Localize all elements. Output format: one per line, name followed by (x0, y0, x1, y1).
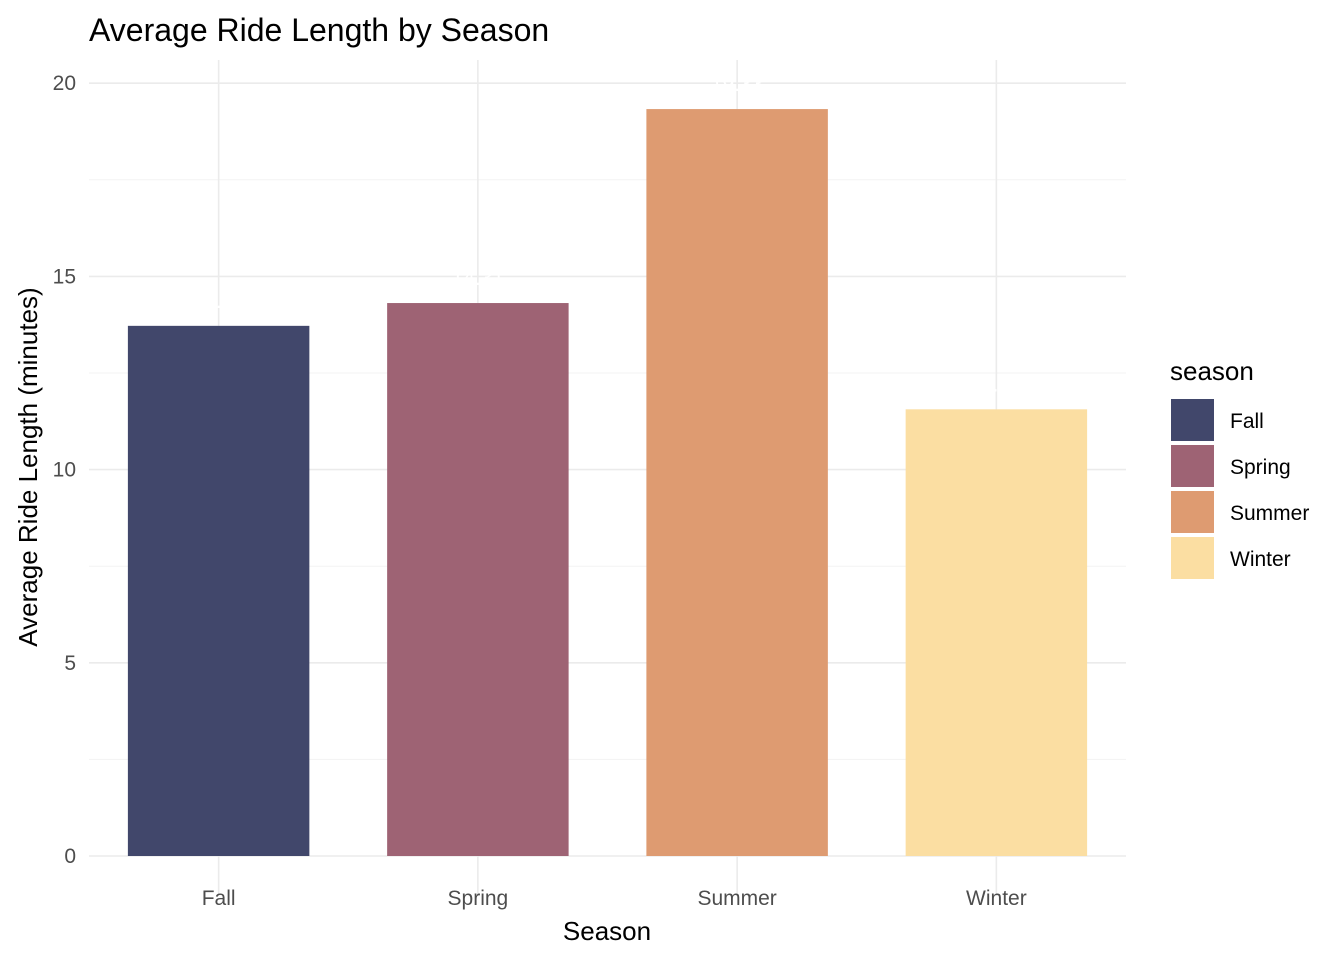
y-tick-label: 20 (53, 72, 76, 95)
x-tick-label: Fall (202, 887, 236, 910)
legend-label: Spring (1230, 456, 1291, 479)
x-tick-label: Winter (966, 887, 1027, 910)
legend-label: Summer (1230, 502, 1309, 525)
legend-swatch-fall (1171, 399, 1214, 441)
x-axis-title: Season (563, 916, 651, 946)
bar-summer (646, 109, 828, 856)
bar-fall (127, 325, 310, 857)
x-tick-label: Spring (448, 887, 509, 910)
y-tick-label: 15 (53, 265, 76, 288)
bar-spring (387, 303, 569, 856)
legend: season Fall Spring Summer Winter (1170, 356, 1309, 579)
data-label: 14.31 (452, 267, 505, 290)
data-label: 11.56 (971, 373, 1022, 396)
legend-title: season (1170, 356, 1254, 386)
data-labels: 13.72 14.31 19.33 11.56 (192, 73, 1022, 396)
bar-winter (905, 409, 1088, 856)
chart-title: Average Ride Length by Season (89, 12, 549, 48)
data-label: 13.72 (192, 290, 245, 313)
x-axis-ticks: Fall Spring Summer Winter (202, 887, 1027, 910)
legend-label: Fall (1230, 410, 1264, 433)
y-tick-label: 0 (64, 845, 76, 868)
y-axis-title: Average Ride Length (minutes) (13, 287, 43, 646)
data-label: 19.33 (711, 73, 764, 96)
legend-swatch-winter (1171, 537, 1214, 579)
legend-swatch-summer (1171, 491, 1214, 533)
y-tick-label: 10 (53, 459, 76, 482)
y-axis-ticks: 0 5 10 15 20 (53, 72, 76, 868)
x-tick-label: Summer (697, 887, 776, 910)
bars (127, 109, 1088, 857)
y-tick-label: 5 (64, 652, 76, 675)
legend-label: Winter (1230, 548, 1291, 571)
legend-swatch-spring (1171, 445, 1214, 487)
